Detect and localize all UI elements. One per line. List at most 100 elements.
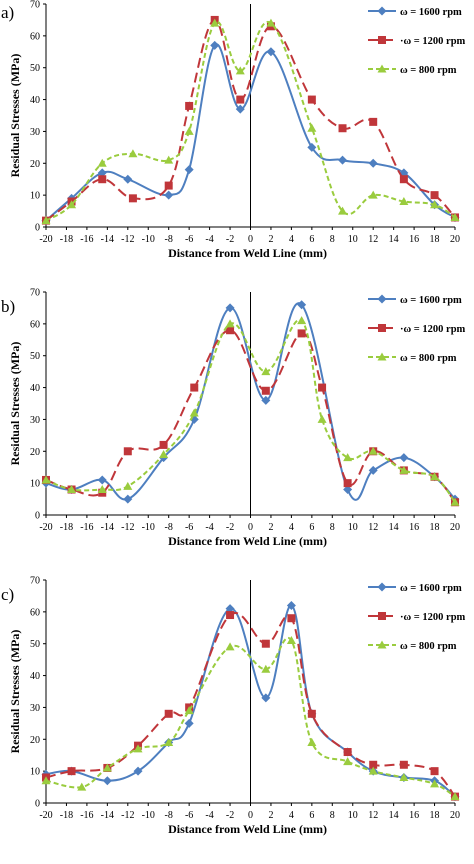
x-tick-label: 8 <box>330 234 335 245</box>
y-tick-label: 60 <box>30 607 40 618</box>
legend-label: ω = 1600 rpm <box>400 7 462 18</box>
x-tick-label: -14 <box>101 234 114 245</box>
data-point <box>286 600 296 610</box>
x-tick-label: -12 <box>121 810 134 821</box>
x-tick-label: -6 <box>185 522 193 533</box>
data-point <box>128 149 138 158</box>
x-tick-label: -16 <box>80 810 93 821</box>
data-point <box>368 190 378 199</box>
data-point <box>236 95 245 104</box>
x-tick-label: -14 <box>101 522 114 533</box>
data-point <box>343 479 352 488</box>
data-point <box>226 611 235 620</box>
series-1200-rpm <box>42 15 459 225</box>
y-tick-label: 0 <box>35 799 40 810</box>
x-tick-label: -2 <box>226 522 234 533</box>
y-tick-label: 60 <box>30 31 40 42</box>
y-tick-label: 20 <box>30 735 40 746</box>
x-tick-label: -10 <box>142 522 155 533</box>
data-point <box>307 123 317 132</box>
data-point <box>102 776 112 786</box>
data-point <box>287 614 296 623</box>
x-tick-label: -12 <box>121 522 134 533</box>
x-tick-label: 16 <box>409 810 419 821</box>
data-point <box>67 485 77 494</box>
data-point <box>266 18 276 27</box>
data-point <box>164 737 174 746</box>
x-tick-label: -4 <box>205 234 213 245</box>
y-axis-title: Residual Stresses (MPa) <box>8 630 22 754</box>
legend-item: ω = 1600 rpm <box>368 582 462 594</box>
x-tick-label: 18 <box>430 234 440 245</box>
y-tick-label: 0 <box>35 223 40 234</box>
x-tick-label: 6 <box>309 234 314 245</box>
data-point <box>399 773 409 782</box>
x-tick-label: -6 <box>185 234 193 245</box>
data-point <box>261 693 271 703</box>
data-point <box>399 175 408 184</box>
legend-label: ·ω = 1200 rpm <box>400 36 466 47</box>
data-point <box>97 475 107 485</box>
data-point <box>235 104 245 114</box>
y-tick-label: 20 <box>30 159 40 170</box>
x-tick-label: -12 <box>121 234 134 245</box>
legend-marker <box>378 324 386 332</box>
x-tick-label: -8 <box>165 522 173 533</box>
chart-panel-a: -20 -18 -16 -14 -12 -10 -8 -6 -4 -2 0 2 4 6 8 10 12 14 16 1… <box>0 0 474 288</box>
data-point <box>189 408 199 417</box>
data-point <box>297 316 307 325</box>
x-tick-label: 12 <box>368 522 378 533</box>
data-point <box>67 767 76 776</box>
panel-label-b: b) <box>1 297 15 316</box>
data-point <box>261 367 271 376</box>
data-point <box>226 326 235 335</box>
x-tick-label: 4 <box>289 810 294 821</box>
x-tick-label: -2 <box>226 810 234 821</box>
x-tick-label: 20 <box>450 522 460 533</box>
data-point <box>338 155 348 165</box>
y-tick-label: 20 <box>30 447 40 458</box>
data-point <box>123 447 132 456</box>
series-800-rpm <box>41 636 460 801</box>
x-tick-label: -18 <box>60 234 73 245</box>
legend-marker <box>377 294 387 304</box>
chart-a-svg: -20 -18 -16 -14 -12 -10 -8 -6 -4 -2 0 2 4 6 8 10 12 14 16 1… <box>1 0 466 260</box>
data-point <box>184 165 194 175</box>
legend-item: ω = 1600 rpm <box>368 6 462 18</box>
x-tick-label: -20 <box>39 810 52 821</box>
y-tick-label: 50 <box>30 63 40 74</box>
legend-item: ω = 800 rpm <box>368 352 457 364</box>
series-1600-rpm <box>41 40 460 226</box>
data-point <box>450 497 460 506</box>
data-point <box>123 494 133 504</box>
data-point <box>318 383 327 392</box>
data-point <box>159 449 169 458</box>
x-tick-label: -16 <box>80 234 93 245</box>
data-point <box>225 303 235 313</box>
x-tick-label: -2 <box>226 234 234 245</box>
y-tick-label: 70 <box>30 576 40 587</box>
data-point <box>338 206 348 215</box>
chart-panel-c: -20 -18 -16 -14 -12 -10 -8 -6 -4 -2 0 2 4 6 8 10 12 14 16 1… <box>0 576 474 864</box>
x-tick-label: 14 <box>389 810 399 821</box>
y-axis-title: Residual Stresses (MPa) <box>8 342 22 466</box>
data-point <box>369 760 378 769</box>
data-point <box>133 744 143 753</box>
y-tick-label: 40 <box>30 95 40 106</box>
legend-label: ·ω = 1200 rpm <box>400 324 466 335</box>
data-point <box>97 168 107 178</box>
data-point <box>261 386 270 395</box>
x-tick-label: 14 <box>389 522 399 533</box>
x-tick-label: 8 <box>330 810 335 821</box>
data-point <box>343 485 353 495</box>
data-point <box>235 66 245 75</box>
data-point <box>159 440 168 449</box>
x-tick-label: -18 <box>60 810 73 821</box>
data-point <box>184 126 194 135</box>
data-point <box>190 383 199 392</box>
y-tick-label: 10 <box>30 479 40 490</box>
x-tick-label: 2 <box>268 810 273 821</box>
data-point <box>123 174 133 184</box>
legend-label: ω = 800 rpm <box>400 641 457 652</box>
x-tick-label: -18 <box>60 522 73 533</box>
